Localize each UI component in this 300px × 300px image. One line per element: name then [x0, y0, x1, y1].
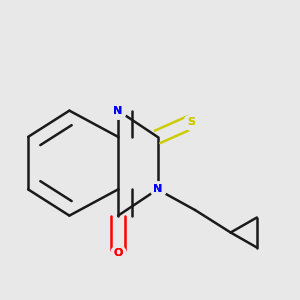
Text: S: S: [187, 117, 195, 127]
Text: N: N: [113, 106, 123, 116]
Text: O: O: [113, 248, 123, 258]
Text: N: N: [113, 106, 123, 116]
Text: O: O: [113, 248, 123, 258]
Text: S: S: [187, 117, 195, 127]
Text: N: N: [153, 184, 162, 194]
Text: N: N: [153, 184, 162, 194]
